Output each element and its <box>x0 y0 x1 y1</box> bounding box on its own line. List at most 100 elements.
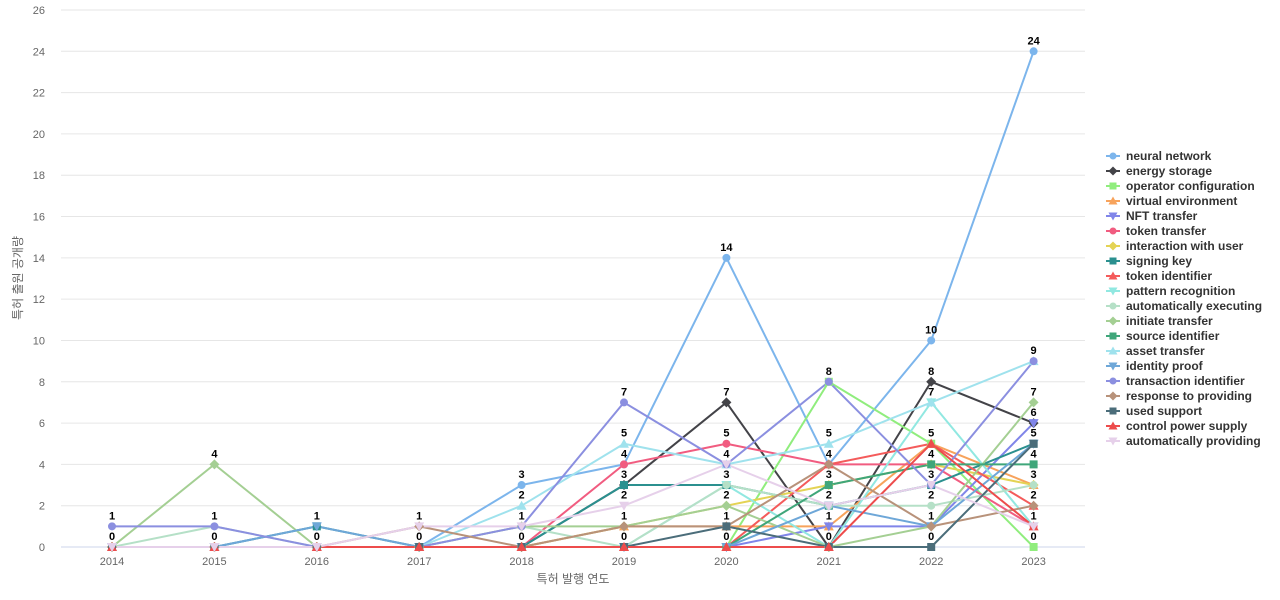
point-control-power-supply[interactable] <box>823 542 834 551</box>
series-line-used-support <box>111 442 1035 548</box>
point-automatically-providing[interactable] <box>414 522 425 532</box>
legend-item-identity-proof[interactable]: identity proof <box>1106 359 1204 373</box>
legend-item-control-power-supply[interactable]: control power supply <box>1106 419 1248 433</box>
legend-symbol[interactable] <box>1109 182 1117 190</box>
point-source-identifier[interactable] <box>927 460 936 469</box>
point-automatically-providing[interactable] <box>107 543 117 552</box>
point-nft-transfer[interactable] <box>1028 419 1039 429</box>
point-control-power-supply[interactable] <box>619 542 629 551</box>
legend-symbol[interactable] <box>1109 302 1117 310</box>
legend-symbol[interactable] <box>1109 377 1117 385</box>
point-initiate-transfer[interactable] <box>209 459 220 470</box>
point-control-power-supply[interactable] <box>721 542 732 551</box>
legend-symbol[interactable] <box>1109 332 1117 340</box>
point-automatically-providing[interactable] <box>516 522 527 532</box>
point-control-power-supply[interactable] <box>516 542 527 551</box>
point-response-to-providing[interactable] <box>619 521 629 532</box>
point-signing-key[interactable] <box>620 481 628 490</box>
legend-item-virtual-environment[interactable]: virtual environment <box>1106 194 1237 208</box>
legend-item-used-support[interactable]: used support <box>1106 404 1202 418</box>
point-neural-network[interactable] <box>927 336 936 345</box>
point-automatically-providing[interactable] <box>926 481 937 491</box>
legend-item-energy-storage[interactable]: energy storage <box>1106 164 1212 178</box>
point-transaction-identifier[interactable] <box>108 522 116 531</box>
point-energy-storage[interactable] <box>721 397 732 408</box>
point-automatically-providing[interactable] <box>721 460 732 470</box>
legend-item-nft-transfer[interactable]: NFT transfer <box>1106 209 1198 223</box>
legend-item-automatically-executing[interactable]: automatically executing <box>1106 299 1262 313</box>
legend-symbol[interactable] <box>1108 166 1118 176</box>
legend-item-signing-key[interactable]: signing key <box>1106 254 1192 268</box>
legend-item-token-identifier[interactable]: token identifier <box>1106 269 1212 283</box>
point-initiate-transfer[interactable] <box>721 500 732 511</box>
legend-symbol[interactable] <box>1109 407 1117 415</box>
point-used-support[interactable] <box>722 522 731 531</box>
point-neural-network[interactable] <box>1029 47 1038 56</box>
point-neural-network[interactable] <box>517 481 526 490</box>
legend-symbol[interactable] <box>1109 257 1117 265</box>
legend-item-initiate-transfer[interactable]: initiate transfer <box>1106 314 1213 328</box>
point-automatically-executing[interactable] <box>1029 481 1038 490</box>
legend-symbol[interactable] <box>1108 362 1118 371</box>
point-asset-transfer[interactable] <box>823 438 834 448</box>
point-automatically-executing[interactable] <box>927 501 936 510</box>
point-transaction-identifier[interactable] <box>824 377 833 386</box>
point-initiate-transfer[interactable] <box>1028 397 1039 408</box>
legend-item-operator-configuration[interactable]: operator configuration <box>1106 179 1255 193</box>
point-used-support[interactable] <box>1029 439 1038 448</box>
point-used-support[interactable] <box>927 543 936 551</box>
point-control-power-supply[interactable] <box>926 438 937 448</box>
series-line-initiate-transfer <box>111 401 1035 548</box>
legend-symbol[interactable] <box>1108 196 1118 205</box>
legend-symbol[interactable] <box>1108 437 1118 446</box>
legend-symbol[interactable] <box>1108 346 1118 355</box>
point-asset-transfer[interactable] <box>926 397 937 407</box>
legend-symbol[interactable] <box>1108 287 1118 296</box>
legend-symbol[interactable] <box>1108 271 1118 280</box>
point-nft-transfer[interactable] <box>823 522 834 532</box>
legend-item-automatically-providing[interactable]: automatically providing <box>1106 434 1261 448</box>
point-response-to-providing[interactable] <box>1028 500 1039 511</box>
point-response-to-providing[interactable] <box>926 521 937 532</box>
point-token-transfer[interactable] <box>722 439 731 448</box>
point-automatically-executing[interactable] <box>722 481 731 490</box>
point-transaction-identifier[interactable] <box>210 522 219 531</box>
legend-symbol[interactable] <box>1109 152 1117 160</box>
point-automatically-providing[interactable] <box>823 501 834 511</box>
legend-symbol[interactable] <box>1108 316 1118 326</box>
legend-symbol[interactable] <box>1108 212 1118 221</box>
point-asset-transfer[interactable] <box>516 500 527 510</box>
legend-item-transaction-identifier[interactable]: transaction identifier <box>1106 374 1245 388</box>
legend-item-token-transfer[interactable]: token transfer <box>1106 224 1206 238</box>
point-token-transfer[interactable] <box>620 460 628 469</box>
data-label: 0 <box>519 531 525 543</box>
point-transaction-identifier[interactable] <box>620 398 628 407</box>
point-control-power-supply[interactable] <box>414 542 425 551</box>
point-response-to-providing[interactable] <box>823 459 834 470</box>
legend-item-asset-transfer[interactable]: asset transfer <box>1106 344 1205 358</box>
legend-item-pattern-recognition[interactable]: pattern recognition <box>1106 284 1235 298</box>
legend-item-source-identifier[interactable]: source identifier <box>1106 329 1220 343</box>
point-source-identifier[interactable] <box>824 481 833 490</box>
point-automatically-providing[interactable] <box>1028 522 1039 532</box>
legend-item-neural-network[interactable]: neural network <box>1106 149 1212 163</box>
point-source-identifier[interactable] <box>1029 460 1038 469</box>
point-automatically-providing[interactable] <box>311 543 322 552</box>
point-transaction-identifier[interactable] <box>1029 357 1038 366</box>
point-neural-network[interactable] <box>722 253 731 262</box>
point-asset-transfer[interactable] <box>619 438 629 448</box>
point-identity-proof[interactable] <box>311 522 322 532</box>
series-markers[interactable] <box>107 47 1039 552</box>
legend-symbol[interactable] <box>1108 241 1118 251</box>
legend-symbol[interactable] <box>1108 391 1118 401</box>
legend-item-response-to-providing[interactable]: response to providing <box>1106 389 1252 403</box>
point-operator-configuration[interactable] <box>1029 543 1038 551</box>
point-automatically-providing[interactable] <box>619 501 629 511</box>
legend-item-interaction-with-user[interactable]: interaction with user <box>1106 239 1244 253</box>
point-energy-storage[interactable] <box>926 376 937 387</box>
y-tick-label: 24 <box>33 46 45 58</box>
legend-symbol[interactable] <box>1108 421 1118 430</box>
legend-symbol[interactable] <box>1109 227 1117 235</box>
point-automatically-providing[interactable] <box>209 543 220 552</box>
